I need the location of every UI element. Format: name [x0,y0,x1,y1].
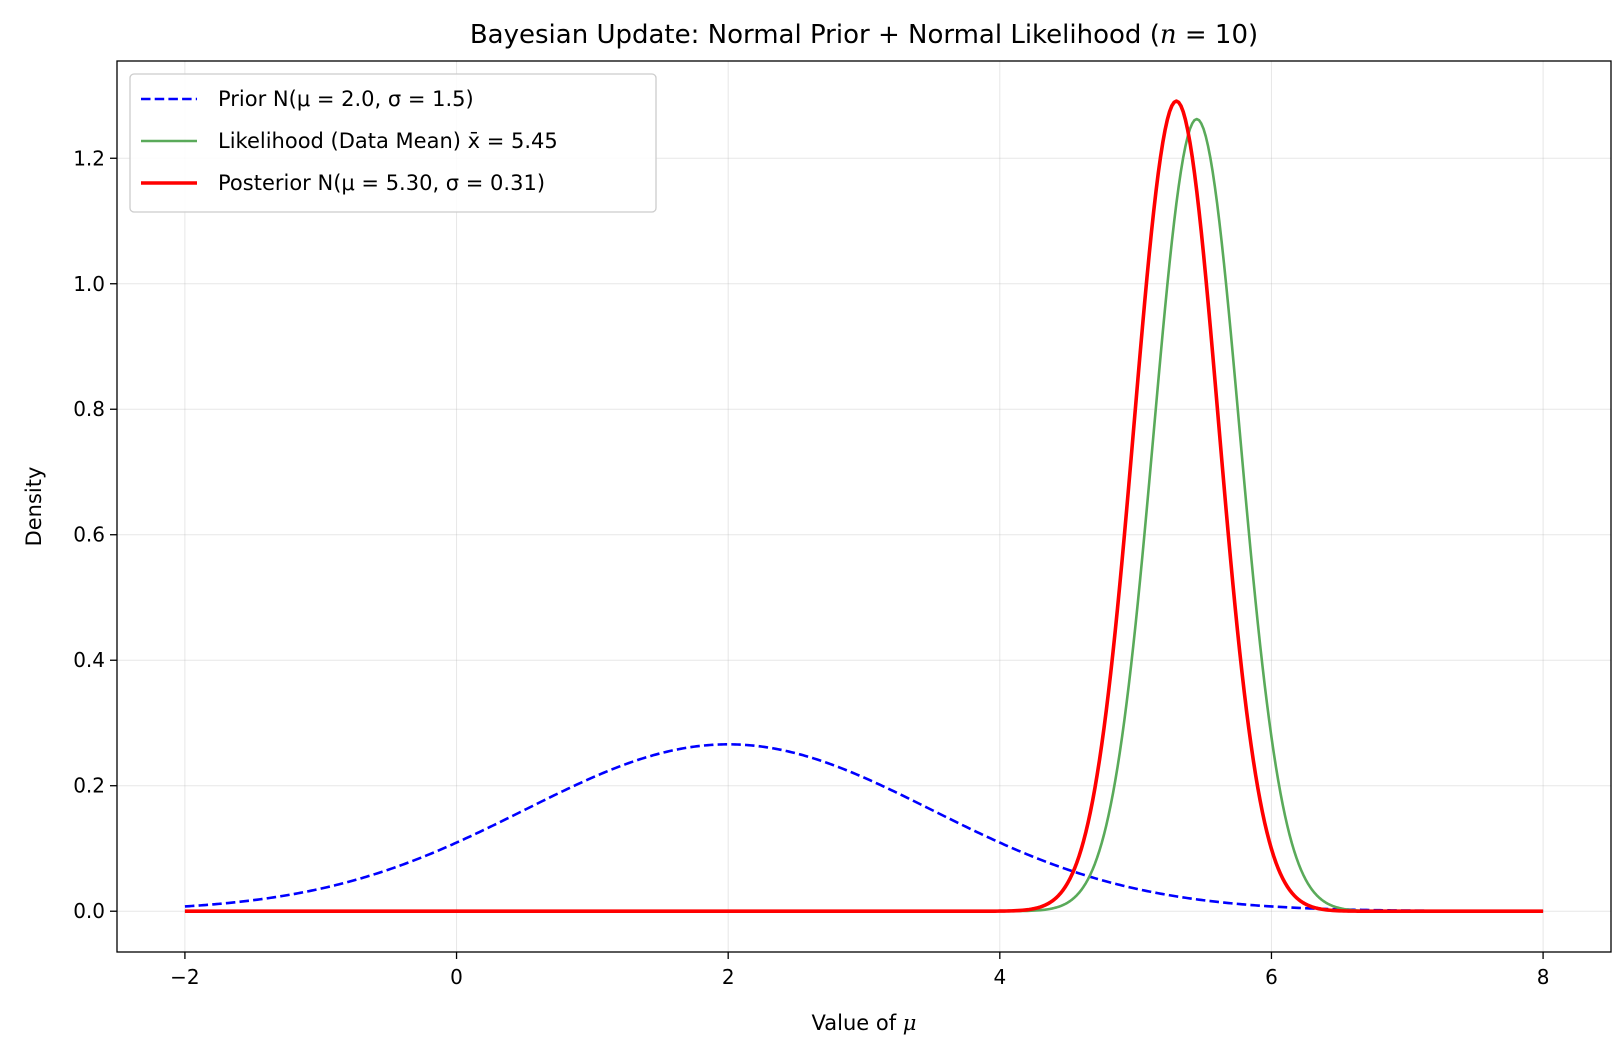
ticks: −2 0 2 4 6 8 0.0 0.2 0.4 0.6 0.8 1.0 1.2 [73,146,1549,989]
x-axis-label-text: Value of [812,1011,903,1035]
legend-prior: Prior N(μ = 2.0, σ = 1.5) [141,87,474,111]
y-tick-label: 0.2 [73,774,105,798]
y-axis-label: Density [22,467,46,547]
plot-frame [116,60,1612,953]
x-tick-label: 8 [1537,965,1550,989]
x-axis-label-mu: μ [903,1011,917,1035]
title-eq: = 10) [1177,20,1259,50]
x-tick-label: 0 [450,965,463,989]
y-tick-label: 0.6 [73,523,105,547]
prior-curve [184,743,1544,913]
legend-posterior: Posterior N(μ = 5.30, σ = 0.31) [141,171,545,195]
legend-label: Likelihood (Data Mean) x̄ = 5.45 [218,129,558,153]
x-axis-label: Value of μ [812,1011,917,1035]
y-tick-label: 1.2 [73,146,105,170]
x-tick-label: 4 [993,965,1006,989]
legend-label: Prior N(μ = 2.0, σ = 1.5) [218,87,474,111]
x-tick-label: 2 [722,965,735,989]
legend: Prior N(μ = 2.0, σ = 1.5) Likelihood (Dat… [129,73,657,213]
y-tick-label: 0.4 [73,648,105,672]
y-tick-label: 1.0 [73,272,105,296]
legend-likelihood: Likelihood (Data Mean) x̄ = 5.45 [141,129,558,153]
legend-box [129,73,657,213]
chart-title: Bayesian Update: Normal Prior + Normal L… [470,20,1258,50]
y-tick-label: 0.0 [73,899,105,923]
posterior-curve [184,99,1544,914]
legend-entries: Prior N(μ = 2.0, σ = 1.5) Likelihood (Dat… [141,87,558,195]
title-n: n [1160,20,1177,50]
y-tick-label: 0.8 [73,397,105,421]
x-tick-label: −2 [170,965,199,989]
legend-label: Posterior N(μ = 5.30, σ = 0.31) [218,171,545,195]
series-layer [184,99,1544,914]
x-tick-label: 6 [1265,965,1278,989]
title-text: Bayesian Update: Normal Prior + Normal L… [470,20,1160,50]
